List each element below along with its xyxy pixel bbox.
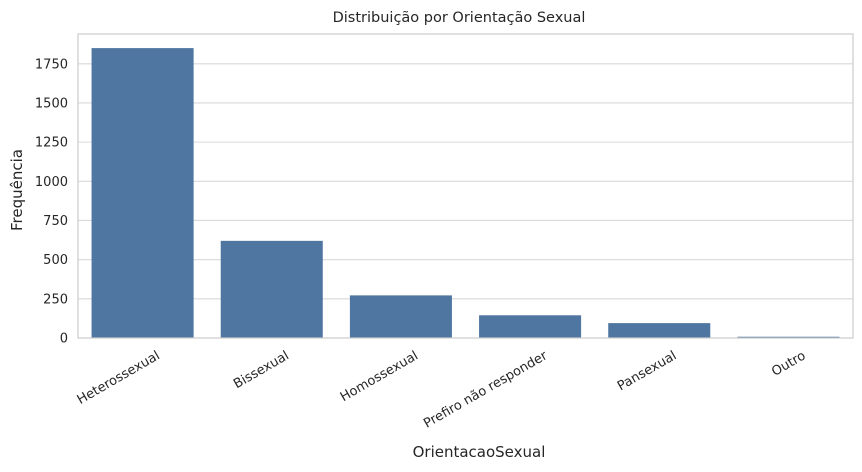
- x-tick-label: Pansexual: [615, 348, 679, 394]
- bar: [91, 48, 194, 339]
- bar: [349, 295, 452, 338]
- x-tick-label: Prefiro não responder: [421, 348, 550, 431]
- bar: [220, 240, 323, 338]
- y-tick-label: 500: [43, 253, 68, 268]
- y-tick-label: 1750: [35, 57, 68, 72]
- chart-title: Distribuição por Orientação Sexual: [333, 10, 586, 26]
- x-tick-labels: Heterossexual Bissexual Homossexual Prefiro…: [75, 348, 809, 431]
- y-tick-label: 1250: [35, 136, 68, 151]
- y-tick-label: 0: [60, 332, 68, 347]
- bars: [91, 48, 840, 339]
- y-tick-label: 1500: [35, 96, 68, 111]
- x-tick-label: Homossexual: [338, 348, 421, 405]
- bar: [608, 323, 711, 338]
- bar: [737, 336, 840, 338]
- x-tick-label: Heterossexual: [75, 348, 163, 407]
- y-tick-label: 750: [43, 214, 68, 229]
- y-tick-label: 250: [43, 292, 68, 307]
- x-tick-label: Outro: [769, 348, 808, 379]
- y-tick-label: 1000: [35, 175, 68, 190]
- x-axis-label: OrientacaoSexual: [413, 443, 546, 461]
- y-axis-label: Frequência: [8, 149, 26, 231]
- plot-frame: [77, 33, 854, 339]
- bar: [479, 315, 582, 338]
- y-tick-labels: 0 250 500 750 1000 1250 1500 1750: [35, 57, 68, 346]
- grid-lines: [78, 63, 853, 339]
- x-tick-label: Bissexual: [231, 348, 292, 392]
